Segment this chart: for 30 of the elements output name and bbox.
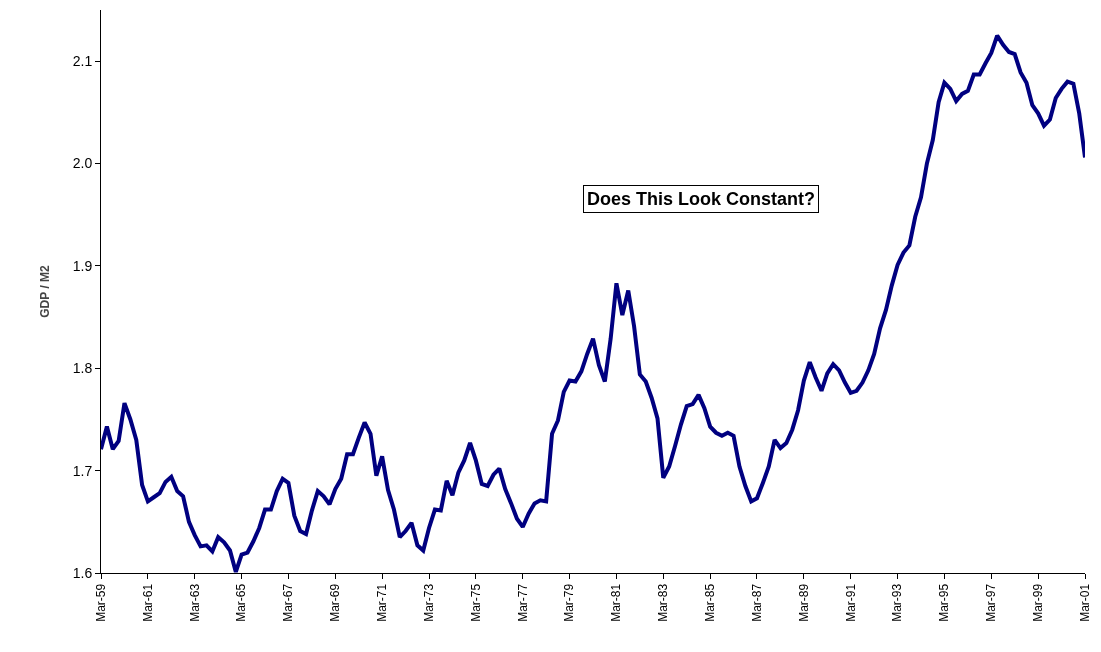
y-tick-label: 2.1	[72, 53, 93, 70]
x-tick-label: Mar-79	[562, 583, 577, 622]
x-tick-label: Mar-99	[1031, 583, 1046, 622]
annotation: Does This Look Constant?	[587, 189, 816, 209]
x-tick-label: Mar-71	[375, 583, 390, 622]
y-tick-label: 1.8	[72, 360, 93, 377]
x-tick-label: Mar-83	[656, 583, 671, 622]
x-tick-label: Mar-95	[937, 583, 952, 622]
y-tick-label: 2.0	[72, 155, 93, 172]
x-tick-label: Mar-59	[93, 583, 108, 622]
x-tick-label: Mar-81	[609, 583, 624, 622]
x-tick-label: Mar-91	[843, 583, 858, 622]
x-tick-label: Mar-97	[984, 583, 999, 622]
x-tick-label: Mar-93	[890, 583, 905, 622]
x-tick-label: Mar-75	[468, 583, 483, 622]
y-tick-label: 1.7	[72, 462, 93, 479]
x-tick-label: Mar-77	[515, 583, 530, 622]
y-axis-title: GDP / M2	[38, 264, 53, 318]
x-tick-label: Mar-01	[1077, 583, 1092, 622]
x-tick-label: Mar-87	[749, 583, 764, 622]
x-tick-label: Mar-73	[421, 583, 436, 622]
y-tick-label: 1.6	[72, 564, 93, 581]
x-tick-label: Mar-63	[187, 583, 202, 622]
x-tick-label: Mar-61	[140, 583, 155, 622]
x-tick-label: Mar-85	[703, 583, 718, 622]
y-tick-label: 1.9	[72, 257, 93, 274]
x-tick-label: Mar-89	[796, 583, 811, 622]
x-tick-label: Mar-65	[234, 583, 249, 622]
x-tick-label: Mar-69	[328, 583, 343, 622]
x-tick-label: Mar-67	[281, 583, 296, 622]
